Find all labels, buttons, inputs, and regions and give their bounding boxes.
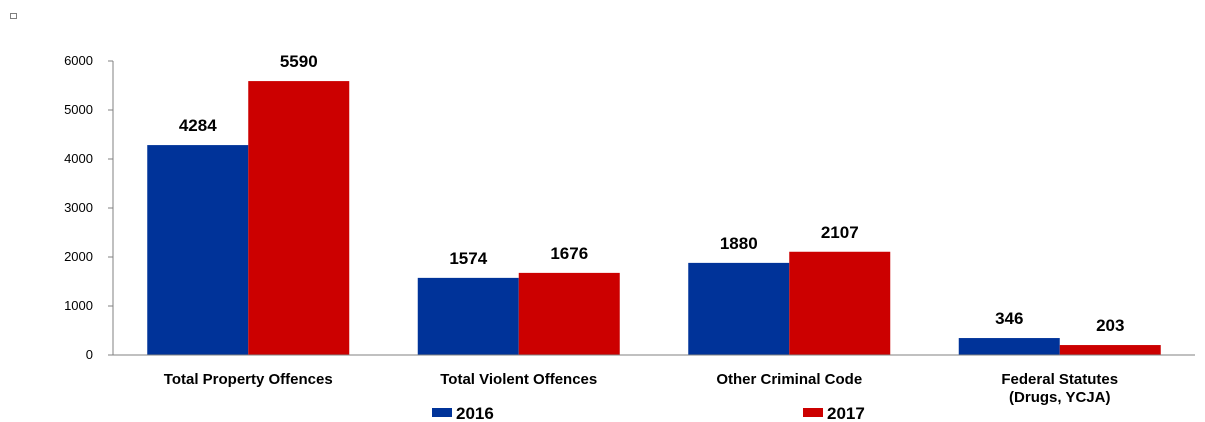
bar bbox=[958, 338, 1060, 355]
bar-data-label: 4284 bbox=[179, 116, 217, 135]
y-tick-label: 3000 bbox=[64, 200, 93, 215]
bar-data-label: 1676 bbox=[550, 244, 588, 263]
bar bbox=[248, 81, 350, 355]
bar-data-label: 203 bbox=[1096, 316, 1124, 335]
bar bbox=[789, 251, 891, 355]
category-label: Total Violent Offences bbox=[440, 371, 597, 388]
bar bbox=[688, 262, 790, 355]
legend-label: 2016 bbox=[456, 404, 494, 422]
bar bbox=[147, 145, 249, 355]
bar bbox=[1059, 345, 1161, 355]
x-axis: Total Property Offences Total Violent Off… bbox=[113, 354, 1195, 406]
y-tick-label: 6000 bbox=[64, 53, 93, 68]
category-label: (Drugs, YCJA) bbox=[1009, 389, 1110, 406]
bar-data-label: 346 bbox=[995, 309, 1023, 328]
bar-data-label: 2107 bbox=[821, 223, 859, 242]
bar bbox=[417, 277, 519, 355]
bar bbox=[518, 272, 620, 355]
bar-data-label: 5590 bbox=[280, 52, 318, 71]
bar-data-label: 1880 bbox=[720, 234, 758, 253]
corner-marker bbox=[10, 13, 17, 19]
legend-swatch bbox=[803, 408, 823, 417]
bars-group: 4284 5590 1574 1676 1880 2107 346 203 bbox=[147, 52, 1161, 355]
legend-label: 2017 bbox=[827, 404, 865, 422]
y-tick-label: 1000 bbox=[64, 298, 93, 313]
category-label: Total Property Offences bbox=[164, 371, 333, 388]
legend-swatch bbox=[432, 408, 452, 417]
y-tick-label: 0 bbox=[86, 347, 93, 362]
y-tick-label: 2000 bbox=[64, 249, 93, 264]
bar-data-label: 1574 bbox=[449, 249, 487, 268]
category-label: Other Criminal Code bbox=[716, 371, 862, 388]
y-axis: 0 1000 2000 3000 4000 5000 6000 bbox=[64, 53, 114, 362]
y-tick-label: 5000 bbox=[64, 102, 93, 117]
y-tick-label: 4000 bbox=[64, 151, 93, 166]
category-label: Federal Statutes bbox=[1001, 371, 1118, 388]
legend: 2016 2017 bbox=[432, 404, 865, 422]
